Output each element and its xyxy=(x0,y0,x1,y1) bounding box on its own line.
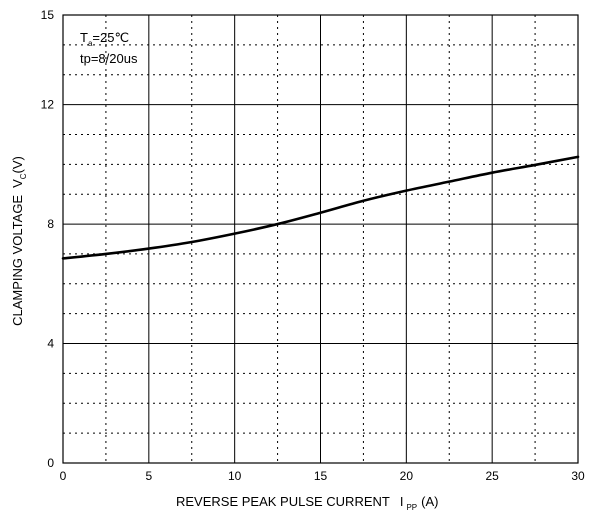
y-tick-label: 15 xyxy=(41,8,55,22)
x-axis-label-symbol: I xyxy=(400,494,404,509)
y-tick-labels: 0 4 8 12 15 xyxy=(41,8,55,470)
plot-frame xyxy=(62,14,579,464)
x-tick-label: 15 xyxy=(314,469,328,483)
x-tick-label: 30 xyxy=(571,469,585,483)
annotation-temperature: Ta=25℃ xyxy=(80,30,129,48)
y-tick-label: 0 xyxy=(47,456,54,470)
x-tick-labels: 0 5 10 15 20 25 30 xyxy=(60,469,585,483)
major-grid xyxy=(63,15,578,463)
y-axis-label-symbol: V xyxy=(10,179,25,188)
annotation-temp-subscript: a xyxy=(88,39,93,48)
x-tick-label: 0 xyxy=(60,469,67,483)
x-axis-label: REVERSE PEAK PULSE CURRENT I PP (A) xyxy=(176,494,438,512)
x-axis-label-main: REVERSE PEAK PULSE CURRENT xyxy=(176,494,390,509)
y-axis-label-subscript: C xyxy=(19,173,28,179)
series-layer xyxy=(61,155,580,260)
y-axis-label-unit: (V) xyxy=(10,156,25,173)
x-tick-label: 5 xyxy=(145,469,152,483)
x-axis-label-unit: (A) xyxy=(421,494,438,509)
y-axis-label-main: CLAMPING VOLTAGE xyxy=(10,195,25,326)
series-line xyxy=(61,155,580,260)
annotation-temp-value: =25℃ xyxy=(92,30,129,45)
annotation-temp-symbol: T xyxy=(80,30,88,45)
y-tick-label: 12 xyxy=(41,98,55,112)
x-axis-label-subscript: PP xyxy=(406,503,417,512)
y-axis-label: CLAMPING VOLTAGE VC(V) xyxy=(10,156,28,326)
x-tick-label: 20 xyxy=(400,469,414,483)
x-tick-label: 25 xyxy=(485,469,499,483)
y-tick-label: 4 xyxy=(47,337,54,351)
y-tick-label: 8 xyxy=(47,217,54,231)
x-tick-label: 10 xyxy=(228,469,242,483)
annotation-pulse: tp=8/20us xyxy=(80,51,138,66)
